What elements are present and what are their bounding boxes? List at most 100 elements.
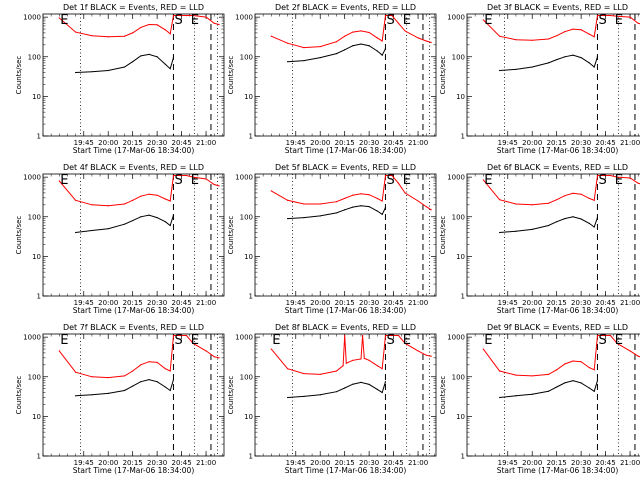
data-point — [270, 348, 272, 350]
data-point — [164, 63, 166, 65]
data-point — [515, 39, 517, 41]
data-point — [179, 174, 181, 177]
data-point — [572, 54, 574, 56]
event-marker: S — [598, 333, 606, 348]
data-point — [123, 375, 126, 377]
event-marker: S — [174, 333, 182, 348]
data-point — [75, 395, 77, 397]
plot-frame — [466, 13, 640, 137]
data-point — [140, 26, 142, 29]
data-point — [352, 359, 354, 361]
data-point — [609, 14, 612, 17]
data-point — [564, 31, 566, 33]
event-marker: E — [403, 173, 411, 188]
data-point — [547, 38, 550, 40]
data-point — [547, 373, 550, 375]
data-point — [218, 357, 220, 359]
y-axis-label: Counts/sec — [227, 56, 235, 95]
data-point — [368, 383, 370, 386]
data-point — [335, 212, 338, 214]
data-point — [156, 24, 158, 26]
data-point — [172, 334, 175, 337]
data-point — [169, 200, 171, 202]
x-tick-label: 20:30 — [147, 139, 167, 147]
events-series-line — [287, 205, 386, 220]
data-point — [404, 192, 406, 194]
event-marker: S — [598, 13, 606, 28]
data-point — [148, 193, 150, 195]
data-point — [596, 56, 599, 58]
data-point — [169, 370, 171, 372]
x-tick-label: 19:45 — [74, 139, 94, 147]
y-axis-label: Counts/sec — [227, 376, 235, 415]
x-tick-label: 21:00 — [408, 459, 428, 467]
data-point — [172, 378, 175, 381]
data-point — [352, 45, 354, 47]
lld-series-line — [271, 175, 432, 211]
y-tick-label: 1 — [461, 293, 465, 301]
data-point — [123, 203, 126, 205]
x-tick-label: 19:45 — [286, 139, 306, 147]
x-tick-label: 19:45 — [498, 139, 518, 147]
data-point — [425, 354, 427, 356]
data-point — [556, 386, 558, 388]
data-point — [218, 185, 220, 187]
data-point — [556, 221, 558, 223]
data-point — [335, 41, 338, 43]
data-point — [213, 22, 215, 24]
event-marker: E — [60, 173, 68, 188]
plot-frame — [42, 333, 225, 457]
data-point — [580, 361, 582, 363]
data-point — [58, 17, 60, 19]
data-point — [360, 43, 362, 45]
data-point — [588, 367, 590, 369]
chart-panel: Det 3f BLACK = Events, RED = LLD 1 10 100 10… — [439, 3, 640, 155]
x-tick-label: 20:15 — [123, 139, 143, 147]
data-point — [404, 30, 406, 32]
data-point — [384, 381, 387, 383]
x-tick-label: 20:30 — [147, 299, 167, 307]
chart-title: Det 3f BLACK = Events, RED = LLD — [487, 3, 628, 12]
data-point — [572, 360, 574, 362]
data-point — [397, 334, 400, 337]
data-point — [482, 179, 484, 181]
data-point — [381, 40, 383, 42]
data-point — [616, 176, 618, 178]
data-point — [91, 394, 93, 396]
chart-panel: Det 6f BLACK = Events, RED = LLD 1 10 100 10… — [439, 163, 640, 315]
event-marker: E — [60, 13, 68, 28]
data-point — [319, 373, 321, 375]
data-point — [107, 36, 109, 38]
x-tick-label: 20:45 — [596, 459, 616, 467]
data-point — [132, 61, 134, 63]
data-point — [588, 62, 590, 64]
data-point — [547, 202, 550, 204]
y-tick-label: 100 — [240, 53, 253, 61]
x-tick-label: 20:00 — [310, 299, 330, 307]
data-point — [107, 377, 109, 379]
chart-panel: Det 8f BLACK = Events, RED = LLD 1 10 100 10… — [227, 323, 437, 475]
data-point — [303, 59, 305, 62]
chart-title: Det 2f BLACK = Events, RED = LLD — [275, 3, 416, 12]
data-point — [360, 30, 362, 32]
data-point — [515, 68, 517, 70]
data-point — [603, 174, 605, 177]
data-point — [123, 66, 126, 68]
y-tick-label: 100 — [28, 373, 41, 381]
x-tick-label: 21:00 — [196, 459, 216, 467]
data-point — [391, 174, 393, 177]
x-tick-label: 20:15 — [335, 299, 355, 307]
data-point — [376, 210, 378, 212]
data-point — [140, 55, 142, 57]
x-tick-label: 20:30 — [571, 299, 591, 307]
data-point — [75, 371, 77, 373]
y-tick-label: 10 — [244, 93, 253, 101]
data-point — [362, 334, 364, 337]
data-point — [335, 370, 338, 372]
data-point — [123, 389, 126, 392]
y-tick-label: 1 — [37, 453, 41, 461]
event-marker: E — [484, 333, 492, 348]
data-point — [345, 362, 347, 364]
data-point — [381, 54, 383, 56]
data-point — [179, 334, 181, 337]
